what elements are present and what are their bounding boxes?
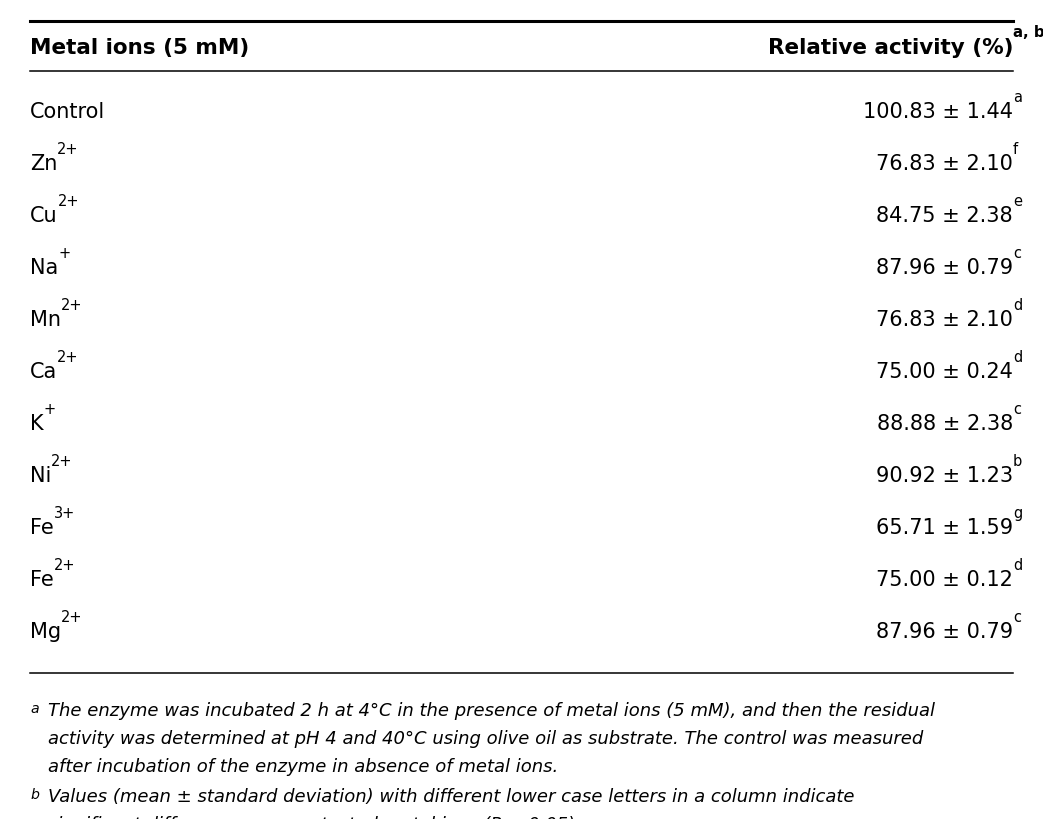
Text: c: c [1013, 609, 1021, 624]
Text: Values (mean ± standard deviation) with different lower case letters in a column: Values (mean ± standard deviation) with … [48, 787, 854, 805]
Text: Fe: Fe [30, 569, 54, 590]
Text: 65.71 ± 1.59: 65.71 ± 1.59 [876, 518, 1013, 537]
Text: Control: Control [30, 102, 105, 122]
Text: 87.96 ± 0.79: 87.96 ± 0.79 [876, 258, 1013, 278]
Text: 75.00 ± 0.12: 75.00 ± 0.12 [876, 569, 1013, 590]
Text: 75.00 ± 0.24: 75.00 ± 0.24 [876, 361, 1013, 382]
Text: d: d [1013, 297, 1022, 312]
Text: Metal ions (5 mM): Metal ions (5 mM) [30, 38, 249, 58]
Text: Ca: Ca [30, 361, 57, 382]
Text: 2+: 2+ [62, 609, 82, 624]
Text: 2+: 2+ [51, 453, 73, 468]
Text: g: g [1013, 505, 1022, 520]
Text: 2+: 2+ [57, 142, 79, 156]
Text: 88.88 ± 2.38: 88.88 ± 2.38 [877, 414, 1013, 433]
Text: activity was determined at pH 4 and 40°C using olive oil as substrate. The contr: activity was determined at pH 4 and 40°C… [48, 729, 923, 747]
Text: Zn: Zn [30, 154, 57, 174]
Text: The enzyme was incubated 2 h at 4°C in the presence of metal ions (5 mM), and th: The enzyme was incubated 2 h at 4°C in t… [48, 701, 935, 719]
Text: Ni: Ni [30, 465, 51, 486]
Text: 3+: 3+ [54, 505, 75, 520]
Text: c: c [1013, 401, 1021, 416]
Text: 2+: 2+ [57, 193, 79, 209]
Text: d: d [1013, 557, 1022, 572]
Text: Relative activity (%): Relative activity (%) [768, 38, 1013, 58]
Text: d: d [1013, 349, 1022, 364]
Text: b: b [1013, 453, 1022, 468]
Text: Mg: Mg [30, 622, 62, 641]
Text: +: + [44, 401, 55, 416]
Text: 76.83 ± 2.10: 76.83 ± 2.10 [876, 310, 1013, 329]
Text: K: K [30, 414, 44, 433]
Text: c: c [1013, 246, 1021, 260]
Text: a: a [1013, 89, 1022, 105]
Text: 84.75 ± 2.38: 84.75 ± 2.38 [876, 206, 1013, 226]
Text: 100.83 ± 1.44: 100.83 ± 1.44 [863, 102, 1013, 122]
Text: b: b [30, 787, 39, 801]
Text: 2+: 2+ [54, 557, 75, 572]
Text: Na: Na [30, 258, 58, 278]
Text: after incubation of the enzyme in absence of metal ions.: after incubation of the enzyme in absenc… [48, 757, 558, 775]
Text: 90.92 ± 1.23: 90.92 ± 1.23 [876, 465, 1013, 486]
Text: Fe: Fe [30, 518, 54, 537]
Text: significant differences among tested metal ions (P < 0.05).: significant differences among tested met… [48, 815, 581, 819]
Text: 87.96 ± 0.79: 87.96 ± 0.79 [876, 622, 1013, 641]
Text: 2+: 2+ [57, 349, 79, 364]
Text: 76.83 ± 2.10: 76.83 ± 2.10 [876, 154, 1013, 174]
Text: f: f [1013, 142, 1018, 156]
Text: Mn: Mn [30, 310, 60, 329]
Text: 2+: 2+ [60, 297, 82, 312]
Text: a, b: a, b [1013, 25, 1043, 40]
Text: e: e [1013, 193, 1022, 209]
Text: +: + [58, 246, 70, 260]
Text: Cu: Cu [30, 206, 57, 226]
Text: a: a [30, 701, 39, 715]
